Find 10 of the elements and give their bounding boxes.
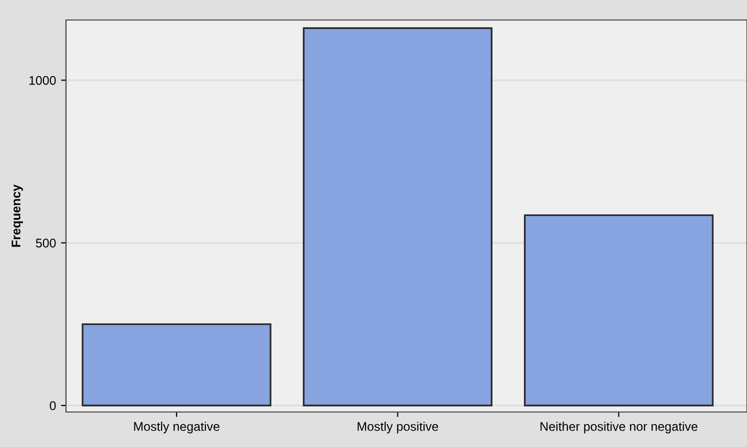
bar bbox=[302, 27, 492, 406]
y-tick-label: 0 bbox=[50, 401, 56, 410]
x-tick-label: Neither positive nor negative bbox=[540, 422, 698, 434]
x-tick-label: Mostly negative bbox=[134, 422, 220, 434]
y-axis-title: Frequency bbox=[12, 184, 23, 247]
bar bbox=[524, 214, 714, 406]
y-tick-label: 500 bbox=[36, 238, 56, 248]
y-tick-label: 1000 bbox=[29, 76, 56, 85]
bar bbox=[82, 323, 272, 406]
x-tick-label: Mostly positive bbox=[358, 422, 438, 434]
